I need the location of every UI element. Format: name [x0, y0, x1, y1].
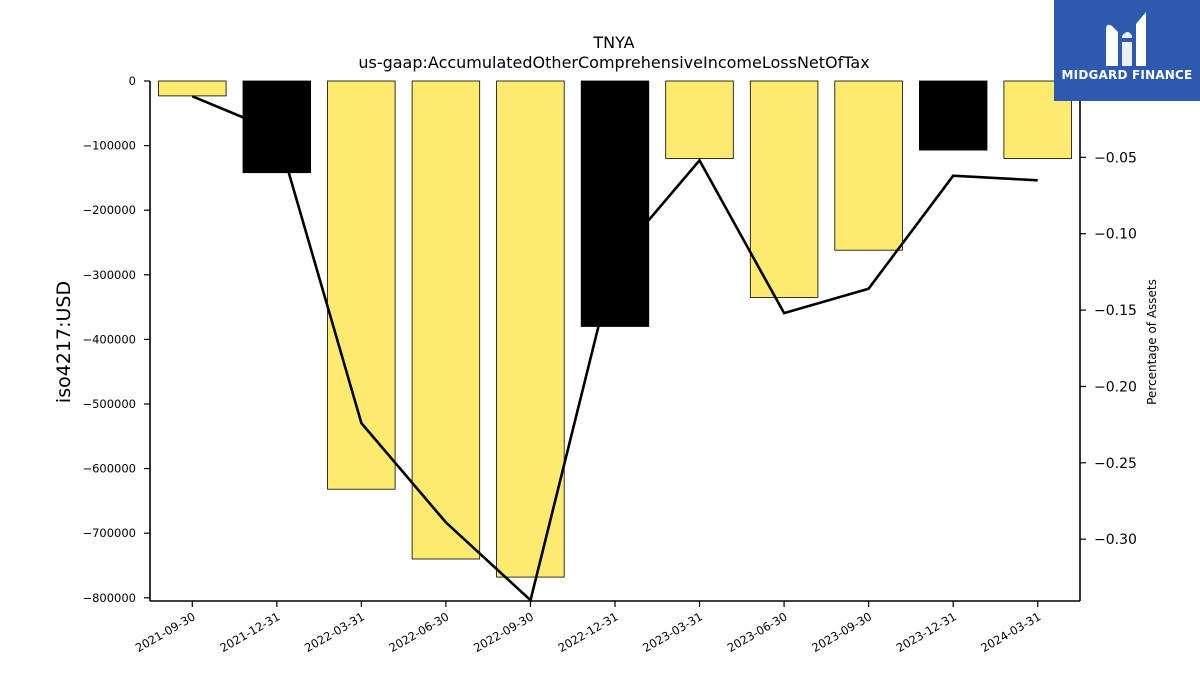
- x-tick-label: 2023-03-31: [640, 609, 705, 655]
- x-tick-label: 2024-03-31: [978, 609, 1043, 655]
- y-tick-label: −200000: [82, 203, 136, 217]
- x-tick-label: 2021-12-31: [217, 609, 282, 655]
- bar: [665, 80, 734, 159]
- bar: [580, 80, 650, 327]
- y-axis-right-label: Percentage of Assets: [1145, 279, 1159, 405]
- logo-text: MIDGARD FINANCE: [1061, 68, 1193, 82]
- y-right-tick-label: −0.30: [1094, 532, 1137, 548]
- x-tick-label: 2021-09-30: [133, 609, 198, 655]
- y-tick-label: 0: [129, 74, 136, 88]
- x-tick-label: 2022-09-30: [471, 609, 536, 655]
- y-tick-label: −700000: [82, 526, 136, 540]
- bar: [496, 80, 565, 578]
- logo-mark-icon: [1106, 12, 1146, 67]
- x-tick-label: 2023-09-30: [809, 609, 874, 655]
- x-tick-label: 2023-12-31: [894, 609, 959, 655]
- y-tick-label: −800000: [82, 591, 136, 605]
- bar: [242, 80, 311, 174]
- x-tick-label: 2022-03-31: [302, 609, 367, 655]
- y-tick-label: −100000: [82, 139, 136, 153]
- bar: [919, 80, 988, 151]
- y-right-tick-label: −0.15: [1094, 303, 1137, 319]
- bar: [834, 80, 903, 251]
- x-tick-label: 2022-06-30: [387, 609, 452, 655]
- chart-title: TNYA: [592, 33, 634, 52]
- bar: [327, 80, 396, 490]
- x-tick-label: 2022-12-31: [556, 609, 621, 655]
- chart-subtitle: us-gaap:AccumulatedOtherComprehensiveInc…: [358, 53, 869, 72]
- bar: [158, 80, 227, 97]
- y-tick-label: −400000: [82, 332, 136, 346]
- series-line: [191, 95, 1038, 603]
- bar-group: [158, 80, 1072, 578]
- x-tick-label: 2023-06-30: [725, 609, 790, 655]
- y-right-tick-label: −0.20: [1094, 379, 1137, 395]
- y-right-tick-label: −0.10: [1094, 227, 1137, 243]
- bar: [411, 80, 481, 560]
- y-tick-label: −500000: [82, 397, 136, 411]
- bar: [749, 80, 819, 298]
- midgard-finance-logo: MIDGARD FINANCE: [1054, 0, 1200, 101]
- y-right-tick-label: −0.25: [1094, 456, 1137, 472]
- line-group: [191, 95, 1038, 603]
- y-axis-label: iso4217:USD: [53, 281, 75, 403]
- y-right-tick-label: −0.05: [1094, 150, 1137, 166]
- y-tick-label: −600000: [82, 462, 136, 476]
- y-tick-label: −300000: [82, 268, 136, 282]
